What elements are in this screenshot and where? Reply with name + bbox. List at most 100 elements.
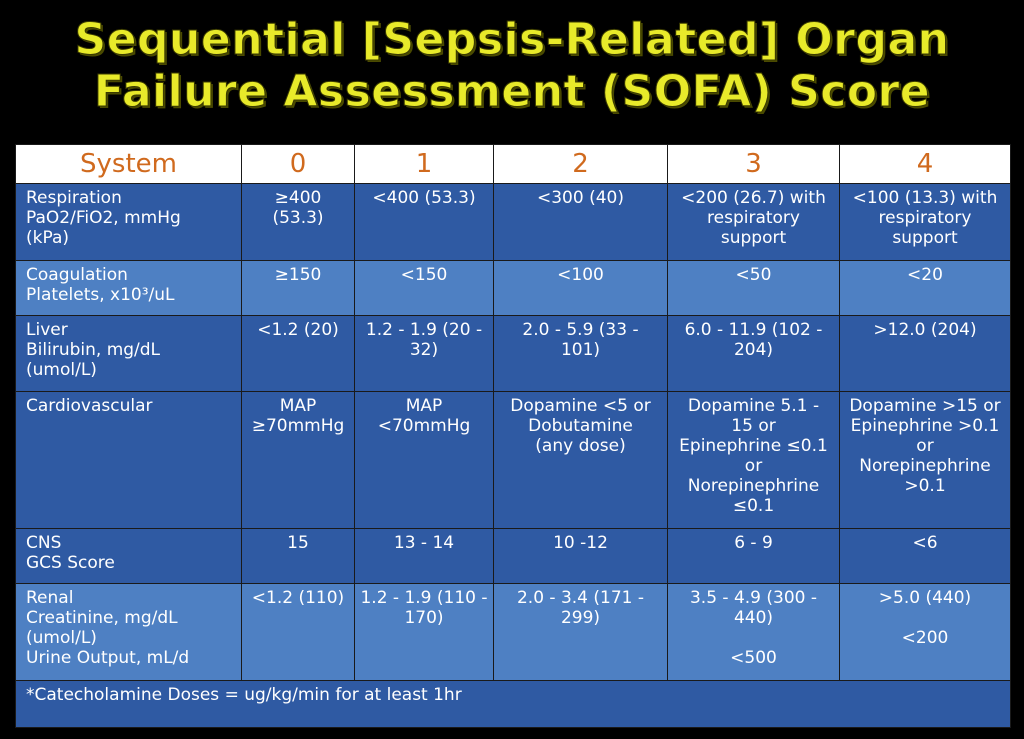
cell-text: <70mmHg (377, 416, 471, 436)
cell-text: ≤0.1 (732, 496, 775, 516)
cell-text: <100 (557, 265, 604, 285)
score-1-cell: MAP <70mmHg (354, 391, 494, 529)
header-row: System 0 1 2 3 4 (15, 144, 1011, 184)
cell-text: >0.1 (904, 476, 946, 496)
spacer (673, 628, 834, 648)
cell-text: Norepinephrine (687, 476, 820, 496)
system-measure: Creatinine, mg/dL (26, 608, 178, 628)
score-3-cell: <200 (26.7) with respiratory support (667, 183, 840, 261)
cell-text: ≥70mmHg (251, 416, 345, 436)
system-measure: PaO2/FiO2, mmHg (26, 208, 181, 228)
urine-output-value: <500 (730, 648, 777, 668)
score-1-cell: <150 (354, 260, 494, 316)
cell-text: <200 (26.7) with (681, 188, 826, 208)
page-title: Sequential [Sepsis-Related] Organ Failur… (0, 14, 1024, 118)
system-cell: CNS GCS Score (15, 528, 242, 584)
cell-text: <100 (13.3) with (852, 188, 998, 208)
row-liver: Liver Bilirubin, mg/dL (umol/L) <1.2 (20… (15, 315, 1011, 392)
row-footnote: *Catecholamine Doses = ug/kg/min for at … (15, 680, 1011, 728)
system-measure: Bilirubin, mg/dL (26, 340, 161, 360)
footnote: *Catecholamine Doses = ug/kg/min for at … (15, 680, 1011, 728)
system-cell: Liver Bilirubin, mg/dL (umol/L) (15, 315, 242, 392)
cell-text: Epinephrine ≤0.1 (679, 436, 828, 456)
score-3-cell: Dopamine 5.1 - 15 or Epinephrine ≤0.1 or… (667, 391, 840, 529)
system-measure: Platelets, x10³/uL (26, 285, 175, 305)
cell-text: Dobutamine (528, 416, 633, 436)
score-2-cell: 2.0 - 3.4 (171 - 299) (493, 583, 668, 681)
header-score-0: 0 (241, 144, 355, 184)
cell-text: support (892, 228, 958, 248)
cell-text: Dopamine 5.1 - (687, 396, 820, 416)
cell-text: (53.3) (272, 208, 324, 228)
system-name: Respiration (26, 188, 122, 208)
cell-text: 299) (560, 608, 601, 628)
cell-text: Dopamine <5 or (510, 396, 651, 416)
spacer (845, 608, 1005, 628)
system-cell: Coagulation Platelets, x10³/uL (15, 260, 242, 316)
cell-text: ≥400 (274, 188, 322, 208)
score-1-cell: <400 (53.3) (354, 183, 494, 261)
score-3-cell: <50 (667, 260, 840, 316)
system-unit: (umol/L) (26, 360, 97, 380)
score-0-cell: ≥400 (53.3) (241, 183, 355, 261)
cell-text: >5.0 (440) (878, 588, 972, 608)
header-system: System (15, 144, 242, 184)
cell-text: 2.0 - 3.4 (171 - (516, 588, 645, 608)
score-0-cell: <1.2 (110) (241, 583, 355, 681)
score-4-cell: <20 (839, 260, 1011, 316)
cell-text: 6 - 9 (734, 533, 773, 553)
cell-text: 15 (287, 533, 309, 553)
cell-text: 204) (733, 340, 774, 360)
cell-text: respiratory (707, 208, 800, 228)
header-score-4: 4 (839, 144, 1011, 184)
score-3-cell: 6.0 - 11.9 (102 - 204) (667, 315, 840, 392)
system-name: Liver (26, 320, 68, 340)
title-line-2: Failure Assessment (SOFA) Score (93, 66, 931, 118)
score-0-cell: ≥150 (241, 260, 355, 316)
cell-text: respiratory (878, 208, 972, 228)
cell-text: 3.5 - 4.9 (300 - (689, 588, 818, 608)
score-1-cell: 1.2 - 1.9 (110 - 170) (354, 583, 494, 681)
cell-text: MAP (405, 396, 443, 416)
cell-text: <6 (912, 533, 938, 553)
system-unit: (kPa) (26, 228, 70, 248)
header-score-1: 1 (354, 144, 494, 184)
cell-text: (any dose) (535, 436, 626, 456)
cell-text: >12.0 (204) (873, 320, 977, 340)
cell-text: <20 (907, 265, 943, 285)
cell-text: <1.2 (110) (251, 588, 345, 608)
cell-text: Epinephrine >0.1 (850, 416, 1000, 436)
score-4-cell: Dopamine >15 or Epinephrine >0.1 or Nore… (839, 391, 1011, 529)
row-renal: Renal Creatinine, mg/dL (umol/L) Urine O… (15, 583, 1011, 681)
cell-text: or (916, 436, 934, 456)
row-cardiovascular: Cardiovascular MAP ≥70mmHg MAP <70mmHg D… (15, 391, 1011, 529)
cell-text: 6.0 - 11.9 (102 - (684, 320, 823, 340)
score-2-cell: Dopamine <5 or Dobutamine (any dose) (493, 391, 668, 529)
row-cns: CNS GCS Score 15 13 - 14 10 -12 6 - 9 <6 (15, 528, 1011, 584)
cell-text: 101) (560, 340, 601, 360)
cell-text: support (720, 228, 787, 248)
cell-text: MAP (279, 396, 317, 416)
header-score-3: 3 (667, 144, 840, 184)
score-4-cell: >12.0 (204) (839, 315, 1011, 392)
score-0-cell: MAP ≥70mmHg (241, 391, 355, 529)
title-line-1: Sequential [Sepsis-Related] Organ (74, 14, 950, 66)
cell-text: ≥150 (274, 265, 322, 285)
cell-text: 440) (733, 608, 774, 628)
score-2-cell: 10 -12 (493, 528, 668, 584)
cell-text: 2.0 - 5.9 (33 - (522, 320, 639, 340)
system-name: Cardiovascular (26, 396, 153, 416)
header-score-2: 2 (493, 144, 668, 184)
cell-text: 1.2 - 1.9 (110 - (360, 588, 488, 608)
cell-text: <50 (735, 265, 772, 285)
cell-text: 15 or (731, 416, 776, 436)
cell-text: Dopamine >15 or (849, 396, 1001, 416)
score-1-cell: 1.2 - 1.9 (20 - 32) (354, 315, 494, 392)
score-3-cell: 3.5 - 4.9 (300 - 440) <500 (667, 583, 840, 681)
score-2-cell: <100 (493, 260, 668, 316)
score-0-cell: <1.2 (20) (241, 315, 355, 392)
system-cell: Cardiovascular (15, 391, 242, 529)
score-4-cell: <6 (839, 528, 1011, 584)
cell-text: or (744, 456, 763, 476)
system-cell: Renal Creatinine, mg/dL (umol/L) Urine O… (15, 583, 242, 681)
